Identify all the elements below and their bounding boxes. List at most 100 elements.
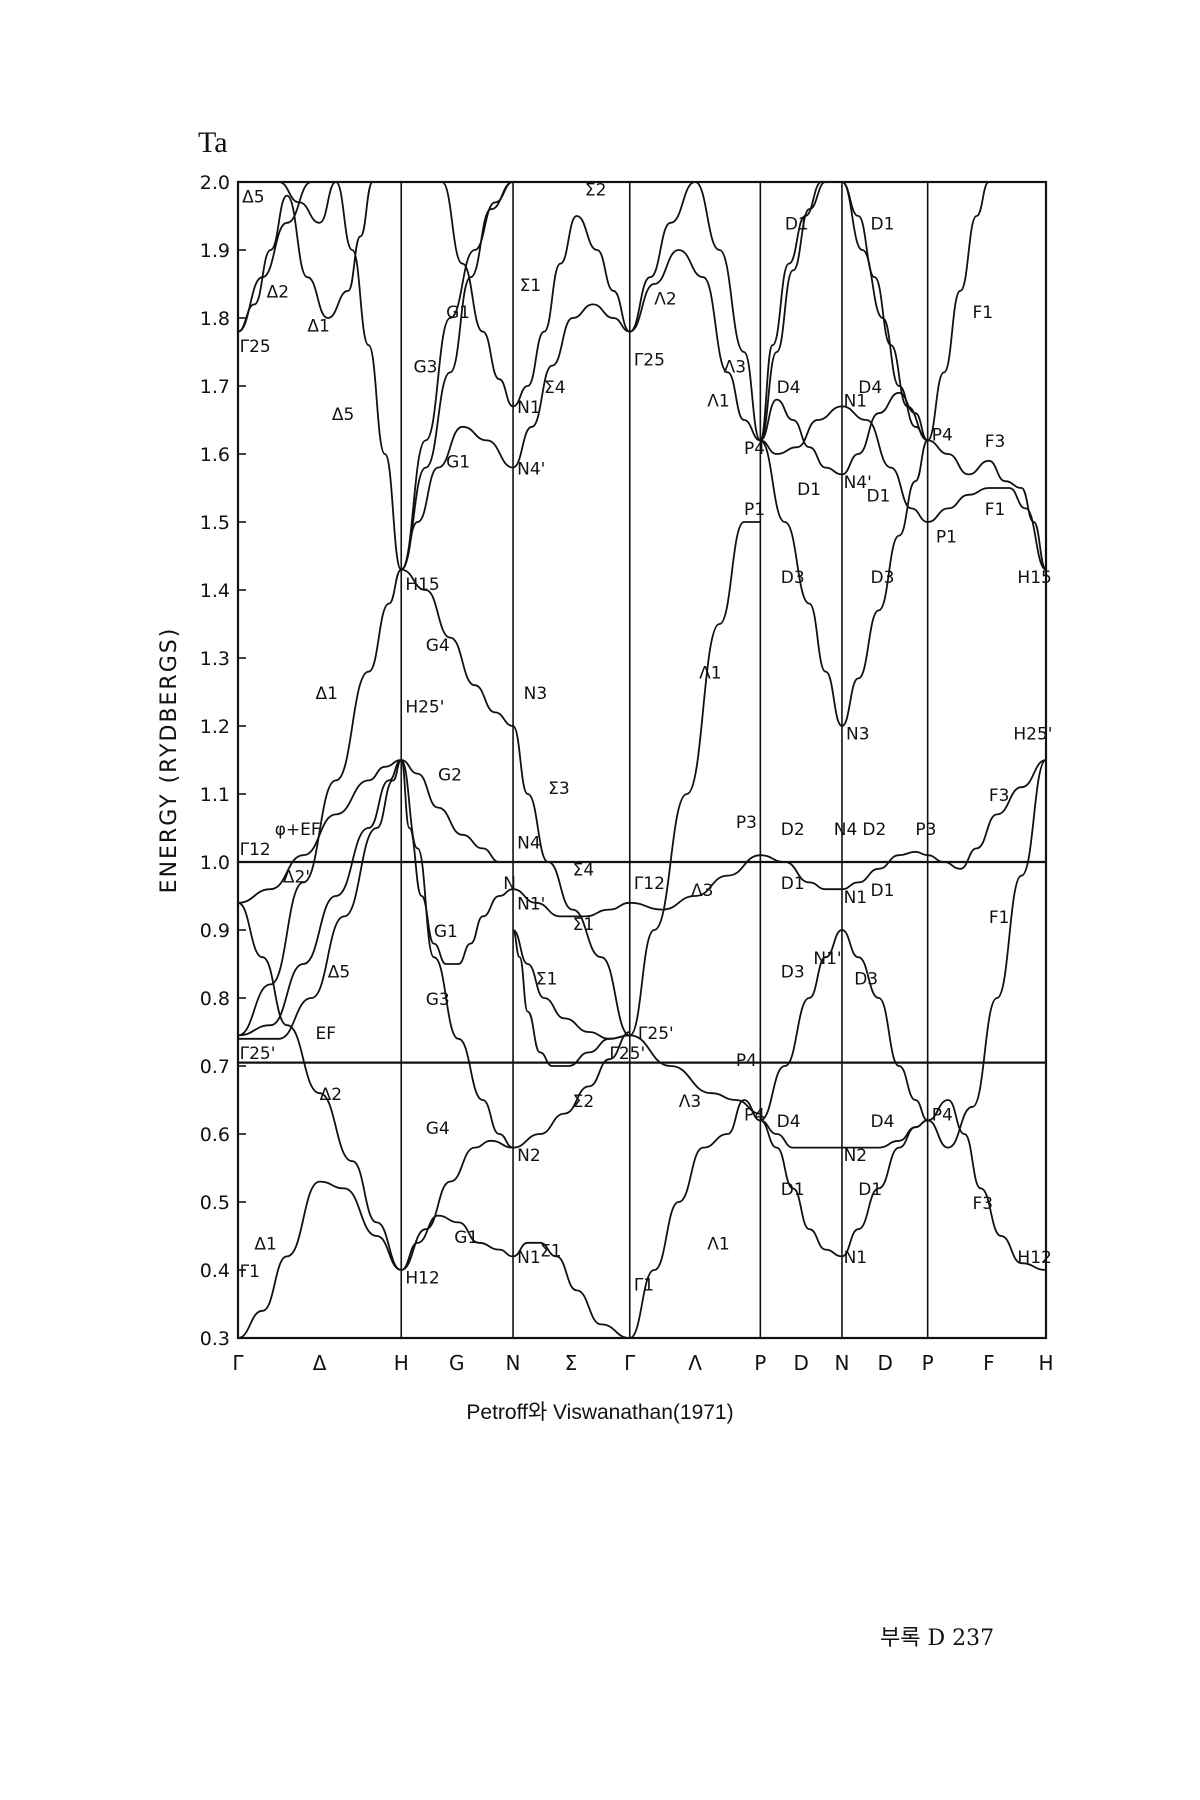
k-point-label: Δ	[313, 1351, 327, 1375]
band-curve	[759, 1119, 843, 1258]
band-label: D1	[781, 874, 805, 894]
k-point-label: P	[754, 1351, 766, 1375]
band-label: D3	[871, 568, 895, 588]
band-curve	[400, 181, 514, 571]
band-curve	[335, 181, 403, 571]
band-label: Σ2	[585, 181, 607, 201]
k-point-label: N	[834, 1351, 849, 1375]
band-curve	[512, 303, 630, 469]
band-label: D3	[854, 969, 878, 989]
band-curve	[927, 487, 1047, 571]
band-label: D1	[871, 215, 895, 235]
band-curve	[759, 398, 843, 476]
y-tick-label: 0.7	[200, 1056, 230, 1078]
band-curve	[512, 1031, 631, 1149]
band-curve	[841, 1119, 928, 1258]
band-curve	[237, 759, 402, 904]
k-point-label: H	[1038, 1351, 1053, 1375]
chart-axes: 0.3 0.4 0.5 0.6 0.7 0.8 0.9 1.0 1.1 1.2 1.3 1.4 1.5 1…	[157, 172, 1054, 1375]
band-label: N1	[517, 1248, 541, 1268]
k-point-label: N	[506, 1351, 521, 1375]
band-label: F3	[989, 786, 1010, 806]
y-tick-label: 1.1	[200, 784, 230, 806]
band-curve	[841, 439, 929, 727]
band-curve	[400, 759, 514, 965]
band-label: H12	[1017, 1248, 1051, 1268]
band-label: φ+EF	[275, 820, 321, 840]
band-label: G1	[454, 1228, 478, 1248]
band-label: Γ1	[634, 1275, 654, 1295]
y-tick-label: 0.8	[200, 988, 230, 1010]
band-label: N1	[844, 391, 868, 411]
band-label: D1	[781, 1180, 805, 1200]
band-curve	[841, 405, 928, 523]
band-curve	[347, 181, 374, 292]
band-label: G2	[438, 765, 462, 785]
band-label: D2	[862, 820, 886, 840]
band-label: H25'	[405, 697, 444, 717]
band-label: Γ12	[634, 874, 665, 894]
band-label: G3	[413, 357, 437, 377]
y-axis-label: ENERGY (RYDBERGS)	[157, 627, 182, 894]
band-label: H15	[1017, 568, 1051, 588]
band-curve	[237, 759, 402, 1037]
k-point-label: G	[449, 1351, 465, 1375]
y-tick-label: 0.3	[200, 1328, 230, 1350]
band-label: Δ5	[242, 187, 264, 207]
band-curve	[629, 1099, 761, 1339]
band-label: P1	[744, 500, 765, 520]
band-label: Λ3	[679, 1092, 701, 1112]
y-tick-label: 1.7	[200, 376, 230, 398]
band-curve	[400, 759, 514, 1149]
band-label: G1	[434, 922, 458, 942]
band-curve	[927, 1099, 1047, 1271]
band-structure-chart: 0.3 0.4 0.5 0.6 0.7 0.8 0.9 1.0 1.1 1.2 1.3 1.4 1.5 1…	[157, 172, 1054, 1375]
y-tick-label: 0.4	[200, 1260, 230, 1282]
band-label: D1	[866, 487, 890, 507]
band-curve	[841, 929, 929, 1122]
k-point-label: D	[878, 1351, 893, 1375]
band-curve	[400, 1139, 514, 1271]
band-label: N1	[844, 1248, 868, 1268]
band-label: P3	[915, 820, 936, 840]
band-label: D2	[781, 820, 805, 840]
band-label: G1	[446, 453, 470, 473]
band-label: N4'	[844, 473, 872, 493]
band-label: Σ4	[573, 861, 595, 881]
y-tick-label: 1.6	[200, 444, 230, 466]
band-curve	[237, 568, 402, 1037]
k-point-label: Γ	[624, 1351, 636, 1375]
band-curve	[629, 854, 761, 911]
band-curve	[401, 568, 514, 727]
k-point-label: F	[983, 1351, 995, 1375]
band-label: Σ1	[540, 1241, 562, 1261]
band-label: P4	[744, 439, 765, 459]
band-label: Δ1	[254, 1235, 276, 1255]
band-label: D1	[858, 1180, 882, 1200]
band-label: D4	[777, 378, 801, 398]
y-tick-label: 1.2	[200, 716, 230, 738]
y-tick-label: 0.6	[200, 1124, 230, 1146]
y-tick-label: 0.9	[200, 920, 230, 942]
band-label: H12	[405, 1269, 439, 1289]
band-label: Λ2	[654, 289, 676, 309]
y-tick-label: 1.9	[200, 240, 230, 262]
band-curve	[441, 181, 514, 408]
band-label: F1	[973, 303, 994, 323]
band-label: D4	[871, 1112, 895, 1132]
band-label: P3	[736, 813, 757, 833]
band-curve	[927, 759, 1047, 1149]
band-label: Γ1	[240, 1262, 260, 1282]
band-label: Σ2	[573, 1092, 595, 1112]
band-label: D4	[777, 1112, 801, 1132]
band-label: Δ2'	[283, 867, 310, 887]
band-curve	[512, 1241, 630, 1339]
band-curve	[629, 1034, 761, 1115]
band-label: Δ2	[267, 283, 289, 303]
band-label: Γ25	[240, 337, 271, 357]
band-curve	[237, 194, 349, 333]
band-label: Δ1	[316, 684, 338, 704]
band-label: N1	[844, 888, 868, 908]
band-label: P4	[736, 1051, 757, 1071]
